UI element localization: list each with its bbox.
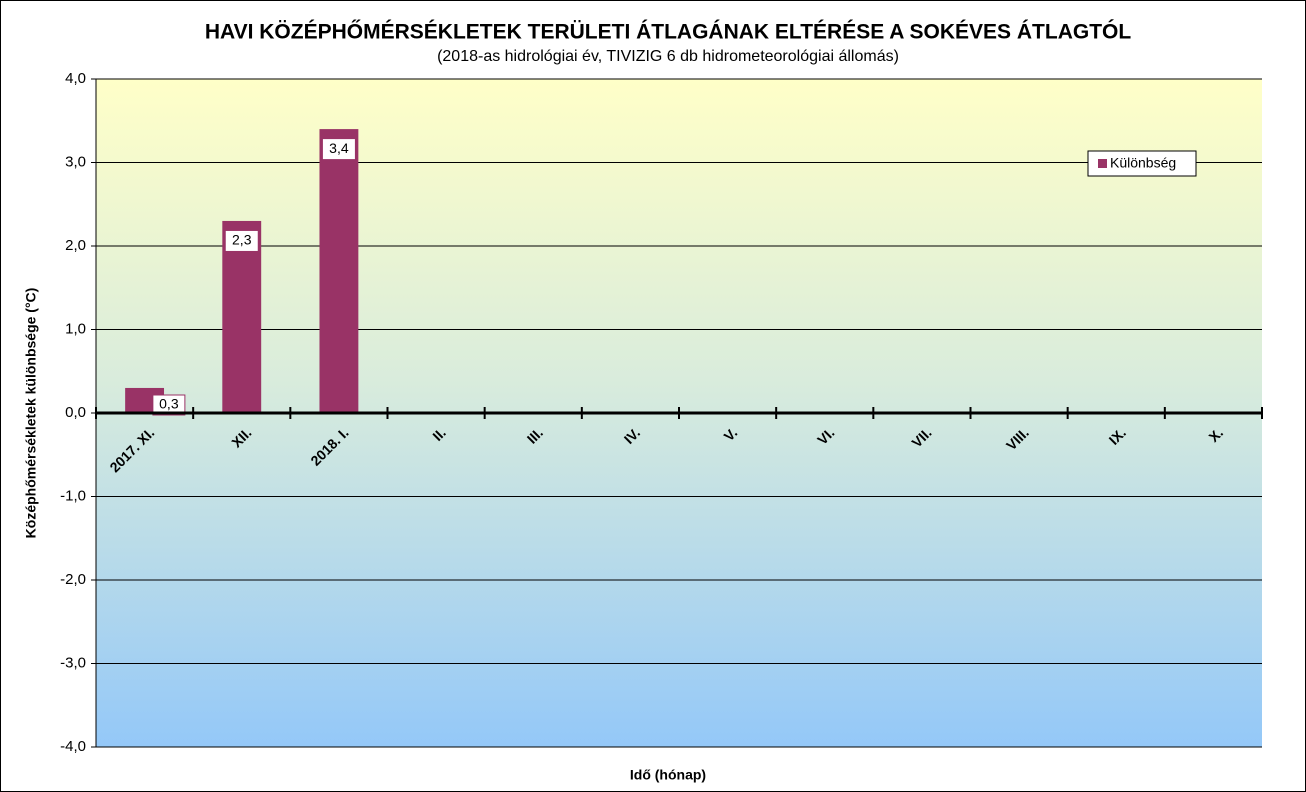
value-label-box (225, 230, 258, 251)
bar (319, 129, 359, 413)
y-tick-label: 4,0 (65, 70, 86, 87)
value-label-box (152, 394, 186, 416)
bar (222, 220, 262, 413)
y-tick-label: -2,0 (60, 571, 86, 588)
y-tick-label: -3,0 (60, 654, 86, 671)
chart-subtitle: (2018-as hidrológiai év, TIVIZIG 6 db hi… (437, 48, 899, 65)
y-tick-label: -4,0 (60, 738, 86, 755)
value-label-box (322, 139, 355, 160)
y-tick-label: 0,0 (65, 404, 86, 421)
y-tick-label: 3,0 (65, 153, 86, 170)
y-tick-label: 1,0 (65, 320, 86, 337)
x-axis-title: Idő (hónap) (630, 767, 706, 783)
y-tick-label: 2,0 (65, 237, 86, 254)
value-label: 2,3 (232, 232, 252, 248)
legend-swatch (1098, 159, 1107, 168)
chart-title: HAVI KÖZÉPHŐMÉRSÉKLETEK TERÜLETI ÁTLAGÁN… (205, 20, 1132, 44)
y-axis-title: Középhőmérsékletek különbsége (°C) (23, 288, 39, 539)
y-tick-label: -1,0 (60, 487, 86, 504)
legend-label: Különbség (1110, 155, 1176, 171)
value-label: 0,3 (159, 396, 179, 412)
value-label: 3,4 (329, 140, 349, 156)
